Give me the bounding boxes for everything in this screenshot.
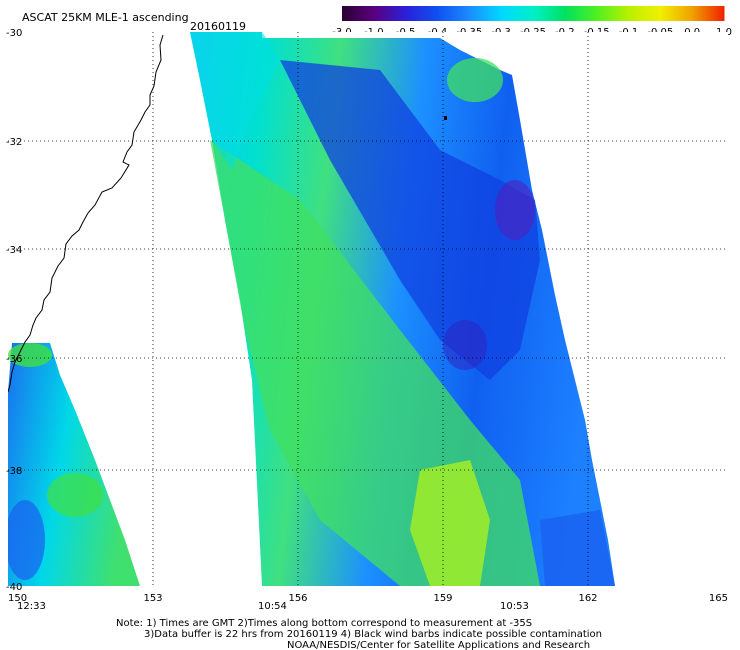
colorbar-segment: [405, 6, 438, 21]
colorbar-segment: [437, 6, 470, 21]
colorbar-segment: [533, 6, 566, 21]
main-swath-dark-band: [280, 60, 540, 380]
main-swath-blue-bottom: [540, 510, 615, 586]
latitude-label: -34: [6, 245, 22, 256]
colorbar-segment: [692, 6, 725, 21]
main-swath-purple-patch: [495, 180, 535, 240]
colorbar-segment: [373, 6, 407, 21]
colorbar-segment: [564, 6, 598, 21]
longitude-label: 159: [433, 593, 452, 604]
latitude-label: -38: [6, 466, 22, 477]
time-label: 12:33: [17, 601, 46, 612]
lat-lon-grid: [8, 32, 728, 586]
latitude-label: -32: [6, 137, 22, 148]
colorbar-segment: [596, 6, 629, 21]
time-label: 10:54: [258, 601, 287, 612]
colorbar: [342, 6, 725, 21]
longitude-label: 162: [578, 593, 597, 604]
longitude-label: 165: [709, 593, 728, 604]
colorbar-segment: [628, 6, 661, 21]
main-swath-purple-patch: [443, 320, 487, 370]
note-line-1: Note: 1) Times are GMT 2)Times along bot…: [116, 618, 532, 629]
main-swath-yellow-patch: [410, 460, 490, 586]
colorbar-segment: [469, 6, 502, 21]
map-title: ASCAT 25KM MLE-1 ascending: [22, 11, 189, 24]
map-date: 20160119: [190, 20, 246, 33]
coastline: [8, 34, 164, 393]
note-line-3: NOAA/NESDIS/Center for Satellite Applica…: [287, 640, 590, 650]
time-label: 10:53: [500, 601, 529, 612]
colorbar-segment: [660, 6, 693, 21]
longitude-label: 156: [288, 593, 307, 604]
main-swath-green-patch: [447, 58, 503, 102]
longitude-labels: 150 153 156 159 162 165: [8, 593, 728, 604]
latitude-label: -30: [6, 28, 22, 39]
longitude-label: 150: [8, 593, 27, 604]
main-swath-cyan-edge: [190, 32, 280, 170]
note-line-2: 3)Data buffer is 22 hrs from 20160119 4)…: [144, 629, 602, 640]
longitude-label: 153: [143, 593, 162, 604]
colorbar-segment: [342, 6, 375, 21]
left-swath-green-patch: [8, 343, 52, 367]
colorbar-segment: [501, 6, 534, 21]
left-swath-blue-patch: [8, 500, 45, 580]
latitude-label: -40: [6, 582, 22, 593]
latitude-label: -36: [6, 354, 22, 365]
left-swath-green-patch: [47, 473, 103, 517]
wind-barb-marker: [444, 116, 447, 120]
latitude-labels: -30 -32 -34 -36 -38 -40: [6, 28, 22, 593]
